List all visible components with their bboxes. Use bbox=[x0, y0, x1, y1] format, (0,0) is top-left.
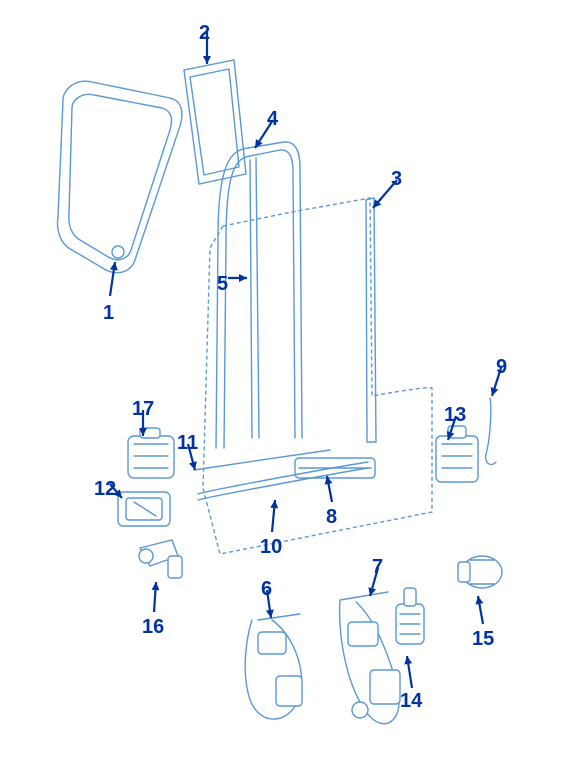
part-6-manual-regulator bbox=[245, 614, 302, 719]
part-17-outside-handle bbox=[128, 428, 174, 478]
parts-diagram bbox=[0, 0, 564, 773]
part-9-lock-link bbox=[486, 398, 496, 464]
part-5-division-bar bbox=[250, 158, 259, 438]
diagram-svg bbox=[0, 0, 564, 773]
part-3-rear-channel bbox=[366, 198, 376, 442]
part-1-quarter-glass bbox=[58, 81, 182, 273]
part-13-latch bbox=[436, 426, 478, 482]
part-12-inside-handle bbox=[118, 492, 170, 526]
door-shell-dashed bbox=[203, 198, 432, 554]
part-16-window-crank bbox=[139, 540, 182, 578]
part-14-actuator bbox=[396, 588, 424, 644]
part-15-lock-motor bbox=[458, 556, 502, 588]
part-7-power-regulator bbox=[340, 592, 400, 724]
